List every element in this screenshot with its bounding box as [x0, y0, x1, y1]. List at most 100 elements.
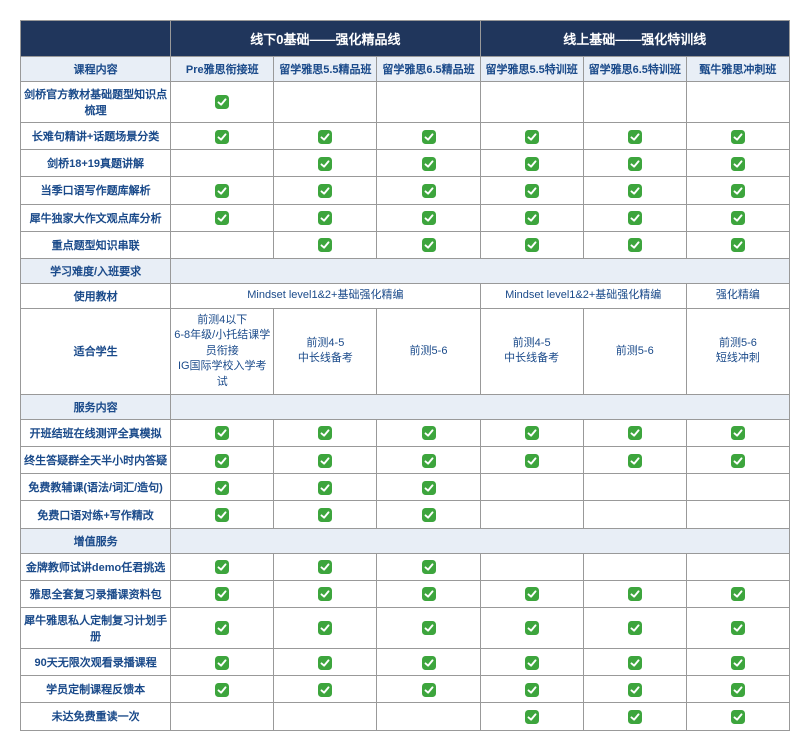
check-icon	[731, 211, 745, 225]
row-label: 学员定制课程反馈本	[21, 676, 171, 703]
comparison-table: 线下0基础——强化精品线 线上基础——强化特训线 课程内容 Pre雅思衔接班 留…	[20, 20, 790, 731]
row-label: 未达免费重读一次	[21, 703, 171, 730]
check-cell	[480, 474, 583, 501]
check-icon	[318, 656, 332, 670]
service-header: 服务内容	[21, 394, 790, 419]
value-row: 雅思全套复习录播课资料包	[21, 580, 790, 607]
check-icon	[525, 656, 539, 670]
student-b2: 前测5-6	[583, 308, 686, 394]
check-cell	[686, 447, 789, 474]
check-cell	[686, 580, 789, 607]
student-b1: 前测4-5中长线备考	[480, 308, 583, 394]
content-row: 剑桥官方教材基础题型知识点梳理	[21, 82, 790, 123]
check-icon	[318, 508, 332, 522]
check-cell	[171, 553, 274, 580]
check-cell	[171, 676, 274, 703]
check-cell	[583, 553, 686, 580]
row-label: 开班结班在线测评全真模拟	[21, 419, 171, 446]
col-header-b2: 留学雅思6.5特训班	[583, 57, 686, 82]
check-icon	[422, 454, 436, 468]
check-icon	[215, 656, 229, 670]
check-cell	[686, 231, 789, 258]
value-header: 增值服务	[21, 528, 790, 553]
check-cell	[480, 676, 583, 703]
check-icon	[215, 621, 229, 635]
value-row: 犀牛雅思私人定制复习计划手册	[21, 608, 790, 649]
check-icon	[215, 454, 229, 468]
col-header-b1: 留学雅思5.5特训班	[480, 57, 583, 82]
check-cell	[583, 676, 686, 703]
check-cell	[171, 474, 274, 501]
student-b3: 前测5-6短线冲刺	[686, 308, 789, 394]
check-cell	[583, 474, 686, 501]
check-cell	[377, 553, 480, 580]
check-cell	[583, 501, 686, 528]
check-icon	[215, 508, 229, 522]
check-cell	[480, 703, 583, 730]
check-cell	[377, 608, 480, 649]
check-cell	[583, 649, 686, 676]
row-label: 适合学生	[21, 308, 171, 394]
check-cell	[377, 703, 480, 730]
row-label: 重点题型知识串联	[21, 231, 171, 258]
section-header-span	[171, 258, 790, 283]
row-label: 长难句精讲+话题场景分类	[21, 123, 171, 150]
check-cell	[274, 580, 377, 607]
check-icon	[318, 587, 332, 601]
material-row: 使用教材Mindset level1&2+基础强化精编Mindset level…	[21, 283, 790, 308]
check-icon	[422, 130, 436, 144]
check-cell	[171, 82, 274, 123]
check-cell	[171, 703, 274, 730]
student-a2: 前测4-5中长线备考	[274, 308, 377, 394]
service-row: 免费教辅课(语法/词汇/造句)	[21, 474, 790, 501]
check-cell	[480, 177, 583, 204]
row-label: 剑桥18+19真题讲解	[21, 150, 171, 177]
check-cell	[274, 177, 377, 204]
value-row: 学员定制课程反馈本	[21, 676, 790, 703]
check-cell	[274, 501, 377, 528]
check-icon	[422, 157, 436, 171]
student-row: 适合学生前测4以下6-8年级/小托结课学员衔接IG国际学校入学考试前测4-5中长…	[21, 308, 790, 394]
check-cell	[686, 82, 789, 123]
check-icon	[422, 184, 436, 198]
check-cell	[274, 123, 377, 150]
row-label: 剑桥官方教材基础题型知识点梳理	[21, 82, 171, 123]
row-label: 犀牛独家大作文观点库分析	[21, 204, 171, 231]
check-cell	[480, 580, 583, 607]
check-icon	[731, 621, 745, 635]
difficulty-header: 学习难度/入班要求	[21, 258, 790, 283]
check-cell	[274, 447, 377, 474]
check-cell	[583, 150, 686, 177]
corner-cell	[21, 21, 171, 57]
check-cell	[171, 580, 274, 607]
check-cell	[583, 231, 686, 258]
check-cell	[686, 177, 789, 204]
check-icon	[422, 621, 436, 635]
col-header-label: 课程内容	[21, 57, 171, 82]
check-icon	[628, 157, 642, 171]
check-cell	[274, 676, 377, 703]
service-row: 终生答疑群全天半小时内答疑	[21, 447, 790, 474]
check-cell	[480, 150, 583, 177]
check-icon	[318, 560, 332, 574]
check-cell	[377, 419, 480, 446]
service-row: 免费口语对练+写作精改	[21, 501, 790, 528]
check-cell	[686, 608, 789, 649]
check-cell	[377, 474, 480, 501]
student-a1: 前测4以下6-8年级/小托结课学员衔接IG国际学校入学考试	[171, 308, 274, 394]
section-header-label: 服务内容	[21, 394, 171, 419]
check-cell	[480, 123, 583, 150]
section-header-label: 增值服务	[21, 528, 171, 553]
material-b3: 强化精编	[686, 283, 789, 308]
check-icon	[318, 211, 332, 225]
check-cell	[377, 150, 480, 177]
check-icon	[525, 211, 539, 225]
table-body: 剑桥官方教材基础题型知识点梳理长难句精讲+话题场景分类剑桥18+19真题讲解当季…	[21, 82, 790, 731]
check-cell	[583, 608, 686, 649]
check-icon	[731, 656, 745, 670]
check-cell	[274, 204, 377, 231]
check-cell	[171, 123, 274, 150]
check-cell	[171, 649, 274, 676]
check-icon	[731, 184, 745, 198]
check-cell	[274, 150, 377, 177]
